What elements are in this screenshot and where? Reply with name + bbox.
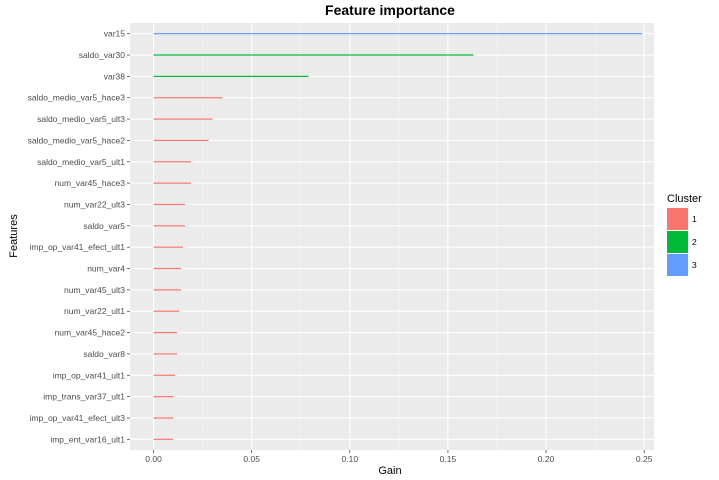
x-tick-label: 0.05: [243, 454, 260, 464]
bar: [153, 374, 176, 376]
legend-swatch: [667, 231, 688, 253]
bar: [153, 182, 191, 184]
bar: [153, 417, 174, 419]
legend-swatch: [667, 254, 688, 276]
legend-swatch: [667, 208, 688, 230]
y-tick-labels: var15 saldo_var30 var38 saldo_medio_var5_ha…: [28, 29, 130, 444]
bars: [153, 33, 643, 440]
y-tick-label: var38: [104, 71, 126, 81]
y-tick-label: num_var22_ult1: [64, 306, 125, 316]
y-tick-label: imp_op_var41_ult1: [53, 370, 126, 380]
x-tick-label: 0.10: [342, 454, 359, 464]
bar: [153, 246, 183, 248]
y-tick-label: imp_ent_var16_ult1: [50, 434, 125, 444]
y-tick-label: saldo_medio_var5_hace3: [28, 93, 126, 103]
y-tick-label: saldo_var5: [83, 221, 125, 231]
y-tick-label: imp_op_var41_efect_ult1: [30, 242, 126, 252]
y-tick-label: saldo_var8: [83, 349, 125, 359]
y-tick-label: var15: [104, 29, 126, 39]
bar: [153, 139, 209, 142]
legend-label: 3: [692, 260, 697, 270]
x-axis-title: Gain: [378, 465, 401, 477]
bar: [153, 118, 213, 120]
y-tick-label: saldo_medio_var5_hace2: [28, 135, 126, 145]
y-tick-label: num_var45_hace3: [55, 178, 126, 188]
x-tick-label: 0.20: [538, 454, 555, 464]
y-tick-label: num_var4: [87, 264, 125, 274]
bar: [153, 267, 182, 270]
y-tick-label: saldo_medio_var5_ult1: [37, 157, 125, 167]
bar: [153, 310, 180, 312]
bar: [153, 203, 185, 206]
bar: [153, 331, 178, 334]
x-tick-label: 0.25: [636, 454, 653, 464]
x-tick-labels: 0.00 0.05 0.10 0.15 0.20 0.25: [145, 450, 653, 464]
bar: [153, 54, 474, 56]
y-tick-label: imp_trans_var37_ult1: [43, 392, 125, 402]
y-tick-label: saldo_medio_var5_ult3: [37, 114, 125, 124]
y-tick-label: num_var22_ult3: [64, 199, 125, 209]
bar: [153, 75, 309, 77]
legend: Cluster 1 2 3: [667, 193, 702, 276]
plot-panel: [130, 23, 654, 450]
bar: [153, 97, 223, 99]
bar: [153, 33, 643, 35]
x-tick-label: 0.15: [440, 454, 457, 464]
legend-label: 2: [692, 237, 697, 247]
bar: [153, 353, 178, 355]
x-tick-label: 0.00: [145, 454, 162, 464]
legend-title: Cluster: [667, 193, 702, 205]
bar: [153, 289, 182, 291]
y-tick-label: num_var45_hace2: [55, 328, 126, 338]
bar: [153, 161, 191, 163]
bar: [153, 438, 174, 440]
y-tick-label: saldo_var30: [79, 50, 126, 60]
bar: [153, 396, 174, 398]
y-tick-label: imp_op_var41_efect_ult3: [30, 413, 126, 423]
y-axis-title: Features: [8, 214, 20, 258]
chart-title: Feature importance: [325, 2, 455, 18]
legend-label: 1: [692, 214, 697, 224]
y-tick-label: num_var45_ult3: [64, 285, 125, 295]
bar: [153, 225, 185, 227]
